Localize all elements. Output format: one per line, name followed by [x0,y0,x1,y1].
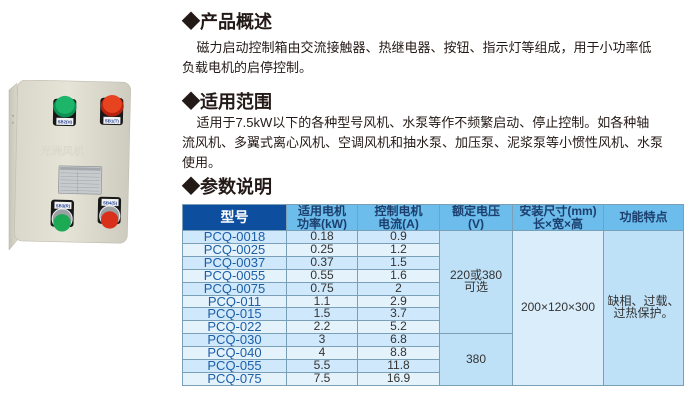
svg-text:SB1(T): SB1(T) [105,118,120,123]
svg-text:SB3(R): SB3(R) [56,203,71,208]
svg-text:SB4(S): SB4(S) [103,200,118,205]
svg-text:SB2(H): SB2(H) [58,119,73,124]
svg-text:光洲风机: 光洲风机 [39,143,84,158]
